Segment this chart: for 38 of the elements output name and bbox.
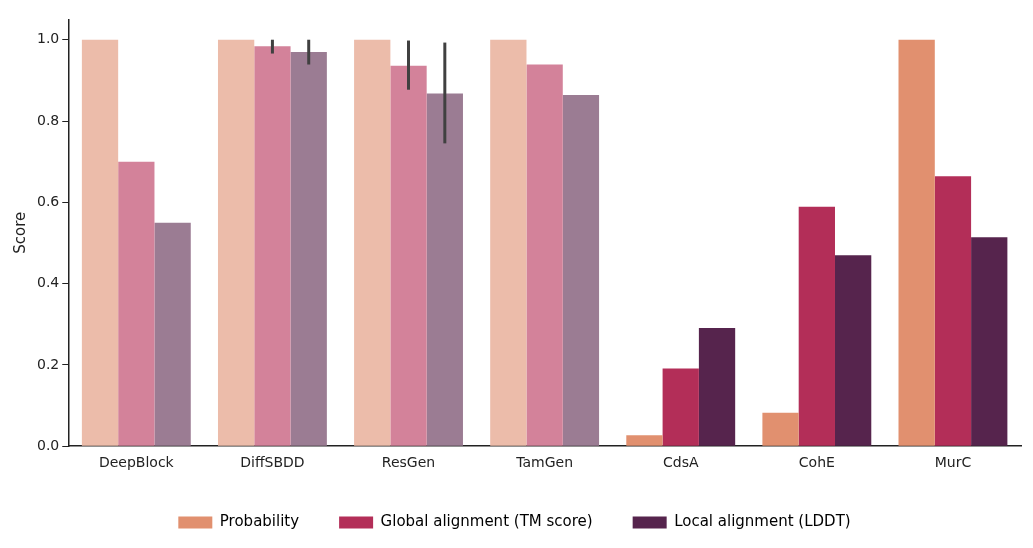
bar <box>154 222 191 446</box>
bar <box>898 39 935 446</box>
bar <box>526 64 563 446</box>
bar <box>798 206 835 446</box>
bar <box>426 93 463 446</box>
x-tick-label: CohE <box>798 454 835 471</box>
bar <box>934 176 972 446</box>
x-tick-label: DiffSBDD <box>240 454 305 471</box>
bar <box>698 327 736 446</box>
bar <box>834 255 872 446</box>
bar <box>626 435 663 446</box>
bar <box>662 368 699 446</box>
bar <box>217 39 255 446</box>
bar <box>490 39 527 446</box>
bar <box>254 46 291 446</box>
y-tick-label: 0.8 <box>37 111 60 128</box>
bar <box>390 65 427 446</box>
legend-label: Global alignment (TM score) <box>380 512 593 531</box>
y-tick-label: 0.2 <box>37 355 60 372</box>
bar <box>762 412 799 446</box>
x-tick-label: MurC <box>934 454 972 471</box>
legend-label: Local alignment (LDDT) <box>674 512 851 531</box>
y-tick-label: 0.4 <box>37 274 60 291</box>
y-tick-label: 0.6 <box>37 192 60 209</box>
x-tick-label: TamGen <box>515 454 574 471</box>
x-tick-label: CdsA <box>662 454 699 471</box>
bar <box>290 51 327 446</box>
y-tick-label: 0.0 <box>37 436 60 453</box>
bar <box>81 39 119 446</box>
y-tick-label: 1.0 <box>37 30 60 47</box>
y-axis-title: Score <box>10 211 29 254</box>
bar <box>354 39 391 446</box>
bar <box>118 161 155 446</box>
bar <box>971 237 1008 446</box>
x-tick-label: ResGen <box>381 454 436 471</box>
legend-label: Probability <box>219 512 300 531</box>
x-tick-label: DeepBlock <box>98 454 175 471</box>
bar <box>562 95 600 446</box>
